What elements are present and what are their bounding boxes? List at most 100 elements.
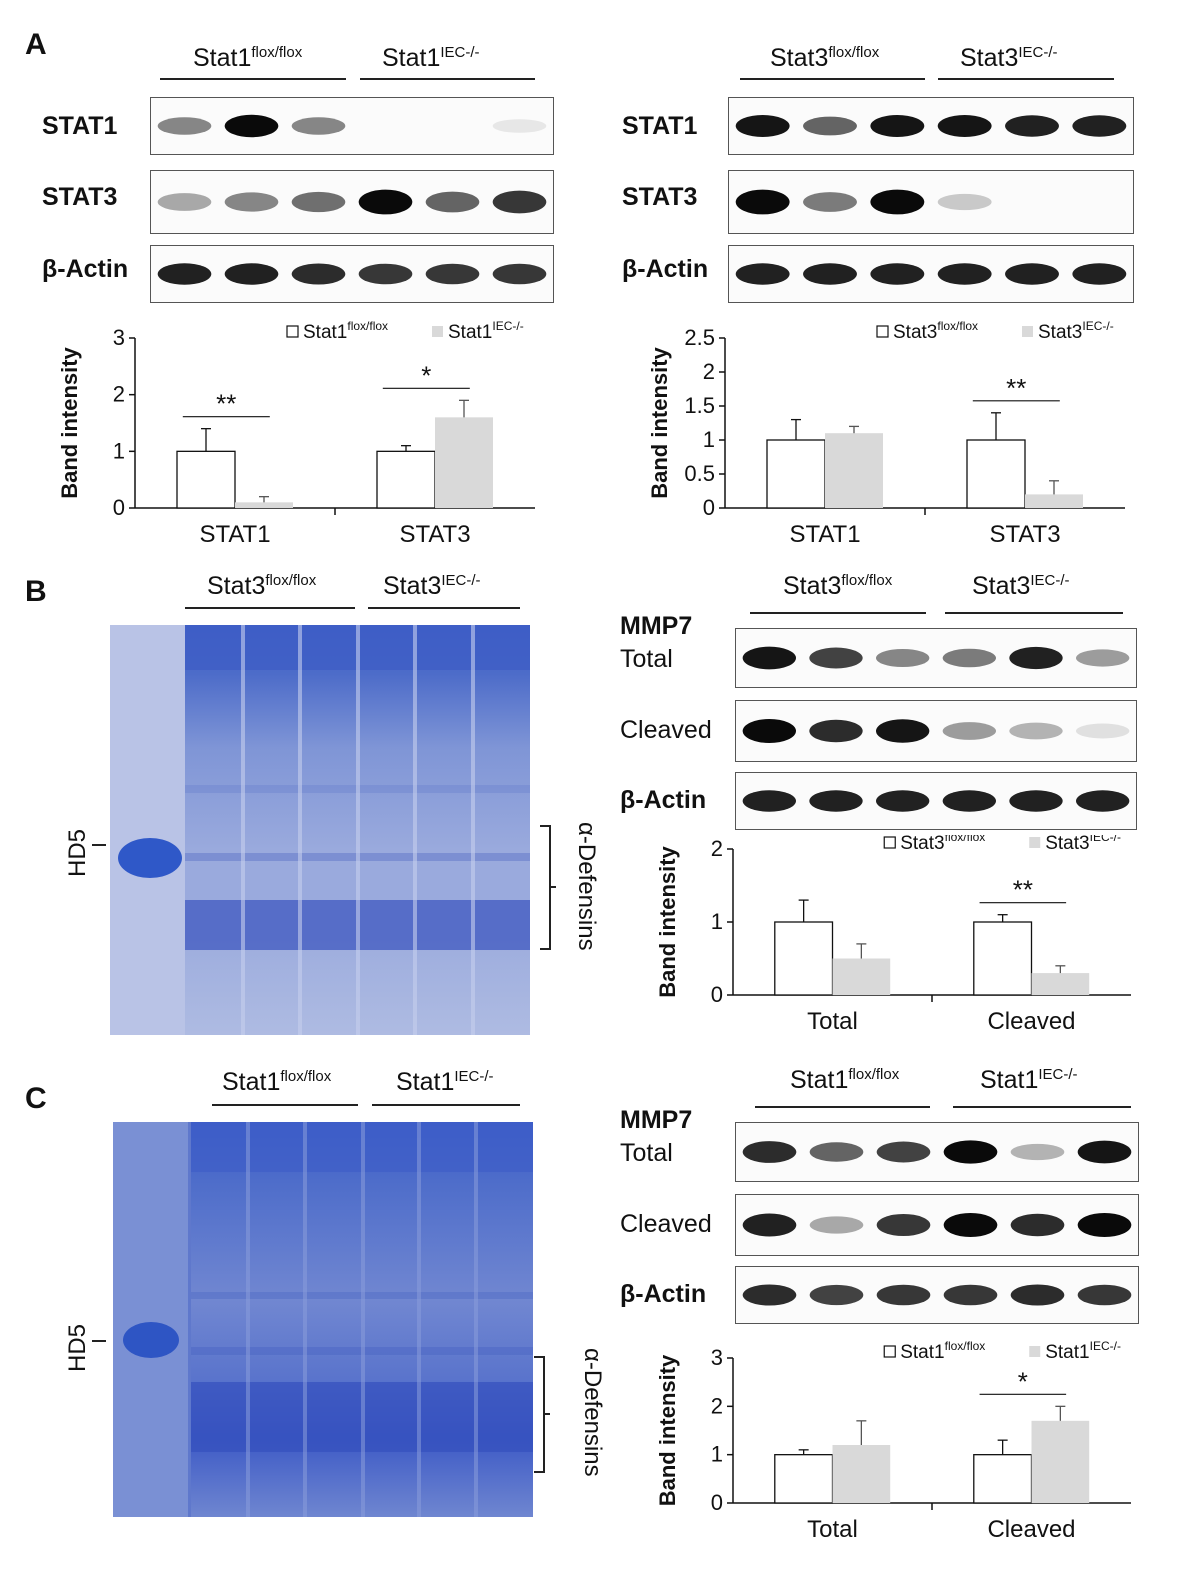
blot-band <box>735 189 790 215</box>
y-tick-label: 0.5 <box>684 461 715 486</box>
group-header-stat1-flox: Stat1flox/flox <box>193 44 303 72</box>
group-underline <box>945 612 1123 614</box>
hd5-tick <box>92 844 106 846</box>
blot-band <box>1010 1213 1065 1237</box>
y-tick-label: 0 <box>711 1490 723 1515</box>
bar <box>973 921 1033 996</box>
coomassie-gel-b <box>110 625 530 1035</box>
blot-band <box>809 790 863 812</box>
blot-band <box>224 114 279 138</box>
legend-swatch <box>432 326 443 337</box>
group-underline <box>953 1106 1131 1108</box>
bar <box>766 439 826 509</box>
blot-band <box>809 1284 864 1306</box>
blot-band <box>876 1141 931 1163</box>
blot-band <box>1077 1140 1132 1164</box>
legend-label: Stat3flox/flox <box>900 835 985 854</box>
blot-band <box>1009 722 1063 740</box>
blot-band <box>291 191 346 213</box>
blot-band <box>1009 646 1063 670</box>
blot-band <box>358 263 413 285</box>
significance-marker: * <box>421 360 431 390</box>
western-blot-stat3 <box>150 170 554 234</box>
legend-label: Stat1flox/flox <box>900 1340 985 1363</box>
group-underline <box>360 78 535 80</box>
blot-label-actin: β-Actin <box>620 786 707 814</box>
blot-label-stat1: STAT1 <box>42 112 118 140</box>
group-header-stat1-iec: Stat1IEC-/- <box>396 1068 494 1096</box>
blot-band <box>291 263 346 285</box>
blot-band <box>870 189 925 215</box>
bar-chart-a-right: 0 0.5 1 1.5 2 2.5 Band intensity STAT1 ** STAT3 St… <box>647 319 1125 548</box>
blot-band <box>1010 1143 1065 1161</box>
group-header-stat3-flox: Stat3flox/flox <box>783 572 893 600</box>
western-blot-stat1 <box>728 97 1134 155</box>
blot-label-stat3: STAT3 <box>622 183 698 211</box>
y-tick-label: 2 <box>711 1393 723 1418</box>
blot-band <box>425 263 480 285</box>
group-header-stat1-flox: Stat1flox/flox <box>222 1068 332 1096</box>
blot-band <box>870 115 925 137</box>
blot-label-cleaved: Cleaved <box>620 716 712 744</box>
group-header-stat1-iec: Stat1IEC-/- <box>382 44 480 72</box>
panel-label-c: C <box>25 1082 47 1115</box>
blot-band <box>735 115 790 137</box>
blot-band <box>803 263 857 285</box>
bar <box>1025 494 1083 508</box>
hd5-marker-label: HD5 <box>64 828 91 877</box>
defensins-label: α-Defensins <box>573 822 600 951</box>
bar <box>832 958 891 995</box>
blot-label-stat1: STAT1 <box>622 112 698 140</box>
significance-marker: ** <box>216 389 236 419</box>
western-blot-mmp7-cleaved <box>735 700 1137 762</box>
blot-band <box>943 1140 998 1164</box>
y-tick-label: 0 <box>113 495 125 520</box>
blot-band <box>942 722 996 740</box>
group-underline <box>185 607 355 609</box>
bar <box>973 1454 1033 1504</box>
legend-swatch <box>883 1345 896 1358</box>
blot-band <box>942 648 996 668</box>
y-tick-label: 1.5 <box>684 393 715 418</box>
group-header-stat1-iec: Stat1IEC-/- <box>980 1066 1078 1094</box>
western-blot-mmp7-cleaved <box>735 1194 1139 1256</box>
chart-legend: Stat3flox/flox Stat3IEC-/- <box>883 835 1121 854</box>
blot-label-total: Total <box>620 1139 673 1167</box>
bar <box>435 417 493 508</box>
group-header-stat1-flox: Stat1flox/flox <box>790 1066 900 1094</box>
group-underline <box>368 607 520 609</box>
blot-band <box>157 193 212 211</box>
blot-band <box>870 263 925 285</box>
bar <box>966 439 1026 509</box>
western-blot-actin <box>150 245 554 303</box>
blot-band <box>742 719 796 743</box>
legend-label: Stat3IEC-/- <box>1045 835 1121 854</box>
blot-band <box>809 647 863 669</box>
western-blot-mmp7-total <box>735 628 1137 688</box>
blot-band <box>876 648 930 668</box>
y-tick-label: 2.5 <box>684 325 715 350</box>
group-underline <box>938 78 1114 80</box>
y-tick-label: 0 <box>711 982 723 1007</box>
bar <box>825 433 883 508</box>
group-header-stat3-iec: Stat3IEC-/- <box>972 572 1070 600</box>
group-underline <box>212 1104 358 1106</box>
y-tick-label: 3 <box>113 325 125 350</box>
western-blot-actin <box>728 245 1134 303</box>
x-category-label: Cleaved <box>987 1008 1075 1035</box>
legend-swatch <box>286 325 299 338</box>
significance-marker: * <box>1018 1366 1028 1396</box>
blot-band <box>1072 263 1127 285</box>
blot-band <box>1005 263 1059 285</box>
bar <box>832 1445 891 1503</box>
chart-legend: Stat3flox/flox Stat3IEC-/- <box>876 319 1114 343</box>
x-category-label: STAT1 <box>789 521 860 548</box>
blot-band <box>943 1284 998 1306</box>
x-category-label: Cleaved <box>987 1516 1075 1543</box>
blot-band <box>937 263 992 285</box>
group-underline <box>750 612 926 614</box>
y-tick-label: 1 <box>711 909 723 934</box>
blot-band <box>942 790 996 812</box>
defensins-label: α-Defensins <box>579 1348 606 1477</box>
blot-band <box>157 117 212 135</box>
